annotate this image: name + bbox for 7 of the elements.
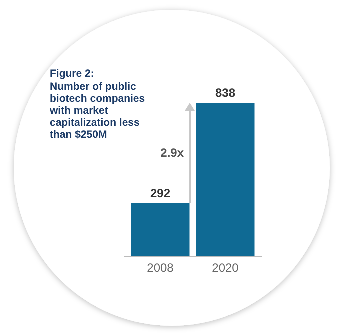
data-label: 838 <box>215 86 236 100</box>
x-tick-label: 2020 <box>212 261 240 275</box>
annotation: 2.9x <box>160 146 184 160</box>
chart-title: Figure 2: <box>50 68 94 80</box>
data-label: 292 <box>150 186 171 200</box>
x-tick-label: 2008 <box>147 261 174 275</box>
chart-subtitle: Number of public biotech companies with market capitalization less than $250M <box>49 81 146 141</box>
